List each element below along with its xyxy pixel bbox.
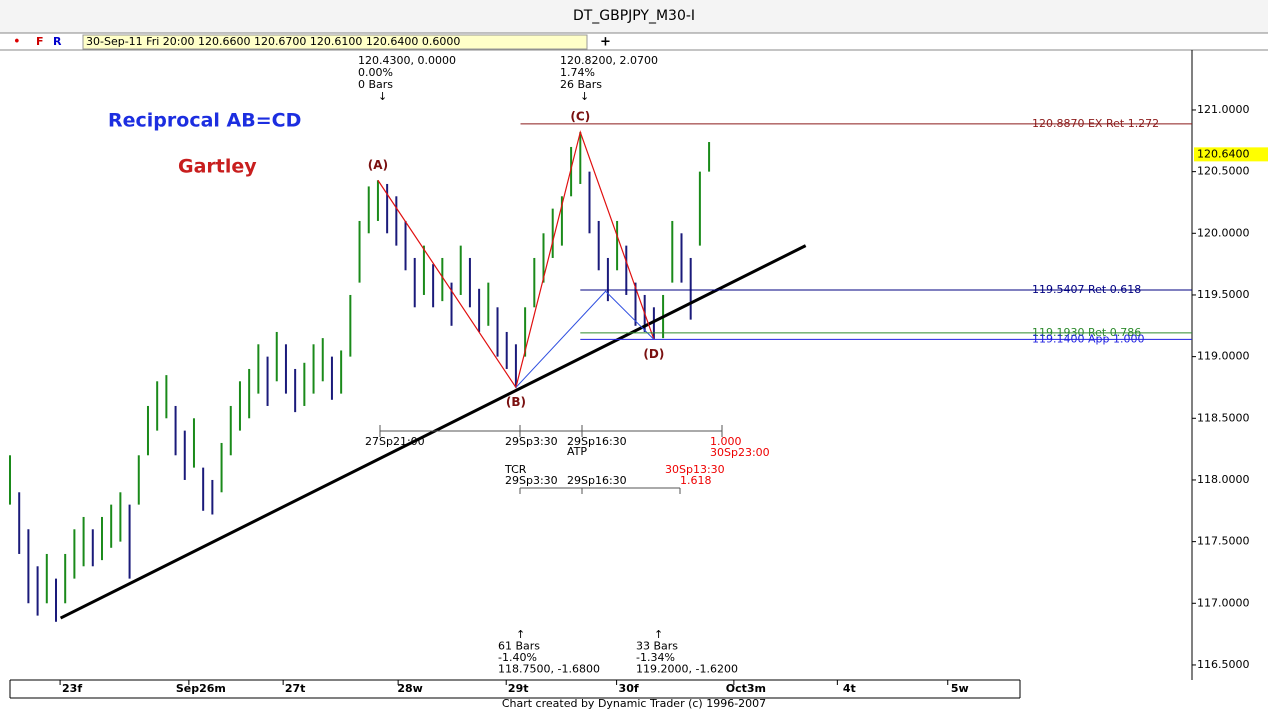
time-label: TCR [504,463,527,476]
crosshair-tool[interactable]: + [600,35,611,50]
x-tick-label: Oct3m [726,682,766,695]
title-bar [0,0,1268,33]
x-tick-label: 27t [285,682,306,695]
level-label: 119.5407 Ret 0.618 [1032,283,1141,296]
abcd-line [515,290,655,388]
toolbar-dot[interactable]: • [13,35,21,50]
x-tick-label: 30f [619,682,639,695]
pivot-label: (C) [570,110,590,124]
note: 1.74% [560,66,595,79]
note: ↓ [378,90,387,103]
level-label: 120.8870 EX Ret 1.272 [1032,117,1159,130]
pattern-line [377,130,655,389]
y-tick-label: 119.5000 [1197,288,1250,301]
x-tick-label: 23f [62,682,82,695]
note: 33 Bars [636,640,678,653]
trendline [59,244,807,620]
last-price-label: 120.6400 [1197,147,1250,160]
time-label: 29Sp16:30 [567,435,627,448]
y-tick-label: 117.5000 [1197,535,1250,548]
level-label: 119.1930 Ret 0.786 [1032,326,1141,339]
pivot-label: (B) [506,395,526,409]
time-label: 27Sp21:00 [365,435,425,448]
y-tick-label: 117.0000 [1197,596,1250,609]
y-tick-label: 118.0000 [1197,473,1250,486]
note: 120.8200, 2.0700 [560,54,658,67]
quote-box [82,34,588,50]
note: 120.4300, 0.0000 [358,54,456,67]
chart-title: DT_GBPJPY_M30-I [573,8,695,24]
x-tick-label: Sep26m [176,682,226,695]
pivot-label: (A) [368,158,388,172]
quote: 30-Sep-11 Fri 20:00 120.6600 120.6700 12… [86,35,460,48]
time-label: 29Sp3:30 [505,474,558,487]
y-tick-label: 121.0000 [1197,103,1250,116]
last-price-box [1194,147,1268,162]
time-label: 29Sp16:30 [567,474,627,487]
time-label: ATP [567,445,587,458]
time-label: 30Sp13:30 [665,463,725,476]
y-tick-label: 116.5000 [1197,658,1250,671]
x-tick-label: 4t [843,682,856,695]
note: 119.2000, -1.6200 [636,663,738,676]
note: ↓ [580,90,589,103]
y-tick-label: 120.0000 [1197,226,1250,239]
pattern-name: Gartley [178,156,257,178]
x-tick-label: 29t [508,682,529,695]
footer: Chart created by Dynamic Trader (c) 1996… [502,697,766,710]
time-label: 30Sp23:00 [710,446,770,459]
time-label: 29Sp3:30 [505,435,558,448]
level-label: 119.1400 App 1.000 [1032,332,1144,345]
headline: Reciprocal AB=CD [108,110,301,132]
note: -1.34% [636,651,675,664]
note: ↑ [654,628,663,641]
note: 0.00% [358,66,393,79]
note: ↑ [516,628,525,641]
time-label: 1.618 [680,474,712,487]
toolbar-f[interactable]: F [36,35,44,48]
note: 61 Bars [498,640,540,653]
note: -1.40% [498,651,537,664]
toolbar-r[interactable]: R [53,35,62,48]
note: 26 Bars [560,78,602,91]
x-tick-label: 28w [397,682,422,695]
time-label: 1.000 [710,435,742,448]
y-tick-label: 119.0000 [1197,350,1250,363]
x-tick-label: 5w [951,682,969,695]
pivot-label: (D) [643,347,664,361]
y-tick-label: 120.5000 [1197,165,1250,178]
note: 118.7500, -1.6800 [498,663,600,676]
note: 0 Bars [358,78,393,91]
y-tick-label: 118.5000 [1197,411,1250,424]
